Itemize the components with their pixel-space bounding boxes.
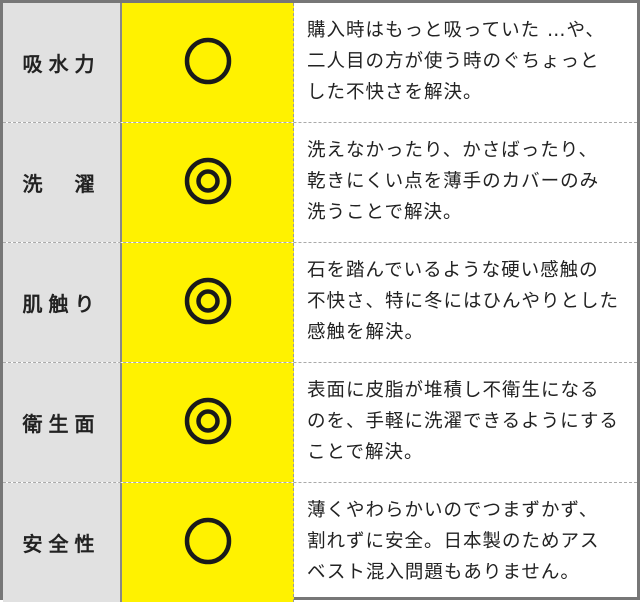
row-description: 表面に皮脂が堆積し不衛生になる のを、手軽に洗濯できるようにする ことで解決。 — [294, 363, 637, 482]
row-description: 石を踏んでいるような硬い感触の 不快さ、特に冬にはひんやりとした 感触を解決。 — [294, 243, 637, 362]
circle-icon — [183, 36, 233, 90]
description-line: 二人目の方が使う時のぐちょっと — [307, 51, 600, 72]
description-line: 乾きにくい点を薄手のカバーのみ — [307, 171, 600, 192]
description-line: 薄くやわらかいのでつまずかず、 — [307, 500, 599, 521]
description-line: 購入時はもっと吸っていた …や、 — [307, 20, 605, 41]
row-label: 肌触り — [3, 243, 122, 362]
description-line: 割れずに安全。日本製のためアス — [307, 531, 600, 552]
double-circle-icon — [183, 156, 233, 210]
table-row: 洗 濯 洗えなかったり、かさばったり、 乾きにくい点を薄手のカバーのみ 洗うことで解決… — [3, 123, 637, 243]
double-circle-icon — [183, 396, 233, 450]
row-label: 安全性 — [3, 483, 122, 602]
circle-icon — [183, 516, 233, 570]
table-row: 肌触り 石を踏んでいるような硬い感触の 不快さ、特に冬にはひんやりとした 感触を解決。 — [3, 243, 637, 363]
description-line: ベスト混入問題もありません。 — [307, 562, 580, 583]
table-row: 衛生面 表面に皮脂が堆積し不衛生になる のを、手軽に洗濯できるようにする ことで解決。 — [3, 363, 637, 483]
rating-cell — [122, 363, 294, 482]
description-line: 洗うことで解決。 — [307, 202, 463, 223]
rating-cell — [122, 483, 294, 602]
description-line: 表面に皮脂が堆積し不衛生になる — [307, 380, 600, 401]
description-line: 不快さ、特に冬にはひんやりとした — [307, 291, 620, 312]
description-line: ことで解決。 — [307, 442, 424, 463]
rating-cell — [122, 123, 294, 242]
rating-cell — [122, 243, 294, 362]
row-label: 洗 濯 — [3, 123, 122, 242]
row-description: 薄くやわらかいのでつまずかず、 割れずに安全。日本製のためアス ベスト混入問題もあり… — [294, 483, 637, 602]
row-label: 吸水力 — [3, 3, 122, 122]
row-label: 衛生面 — [3, 363, 122, 482]
description-line: した不快さを解決。 — [307, 82, 483, 103]
row-description: 購入時はもっと吸っていた …や、 二人目の方が使う時のぐちょっと した不快さを解決。 — [294, 3, 637, 122]
table-row: 吸水力 購入時はもっと吸っていた …や、 二人目の方が使う時のぐちょっと した不快さを… — [3, 3, 637, 123]
rating-cell — [122, 3, 294, 122]
row-description: 洗えなかったり、かさばったり、 乾きにくい点を薄手のカバーのみ 洗うことで解決。 — [294, 123, 637, 242]
description-line: 洗えなかったり、かさばったり、 — [307, 140, 599, 161]
description-line: 石を踏んでいるような硬い感触の — [307, 260, 599, 281]
description-line: 感触を解決。 — [307, 322, 425, 343]
description-line: のを、手軽に洗濯できるようにする — [307, 411, 619, 432]
table-row: 安全性 薄くやわらかいのでつまずかず、 割れずに安全。日本製のためアス ベスト混入問題… — [3, 483, 637, 602]
double-circle-icon — [183, 276, 233, 330]
